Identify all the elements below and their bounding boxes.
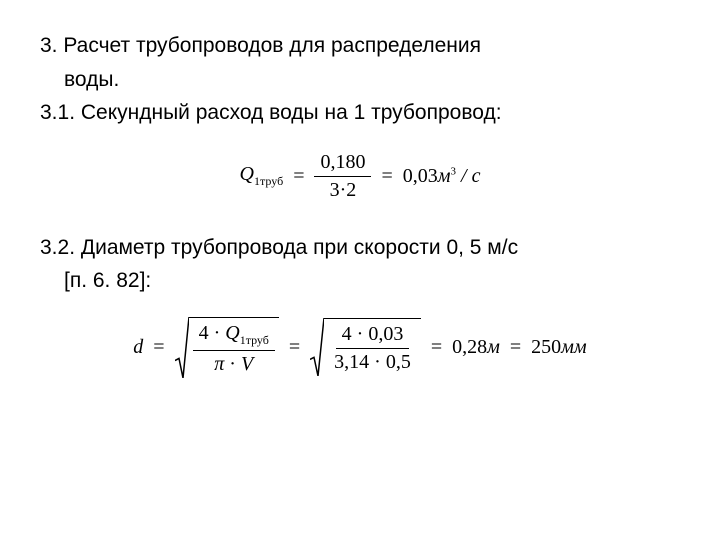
subsection-3-1: 3.1. Секундный расход воды на 1 трубопро…	[40, 97, 680, 129]
formula1-result-unit1: м	[438, 165, 451, 187]
sqrt-icon	[310, 318, 324, 376]
formula2-result1-unit: м	[487, 336, 500, 358]
formula1-var: Q	[240, 163, 254, 185]
formula2-frac1-num-a: 4 ·	[199, 322, 226, 344]
section-heading-line1b: воды.	[40, 64, 680, 96]
formula2-result2-unit: мм	[561, 336, 587, 358]
formula2-result1-val: 0,28	[452, 336, 487, 358]
formula2-sqrt1: 4 · Q1труб π · V	[175, 317, 279, 378]
formula2-frac1-den-dot: ·	[224, 353, 241, 375]
sqrt-icon	[175, 317, 189, 378]
formula2-frac2-num: 4 · 0,03	[336, 321, 410, 349]
formula1-result-unit2: / c	[456, 165, 480, 187]
formula2-frac1-num-sub: 1труб	[240, 333, 269, 347]
formula2-result2-val: 250	[531, 336, 561, 358]
formula2-var: d	[133, 336, 143, 359]
formula-1: Q1труб = 0,180 3·2 = 0,03м3 / c	[40, 149, 680, 204]
subsection-3-2-line1: 3.2. Диаметр трубопровода при скорости 0…	[40, 232, 680, 264]
formula2-frac1-den-pi: π	[214, 353, 224, 375]
section-heading-line1: 3. Расчет трубопроводов для распределени…	[40, 30, 680, 62]
formula1-fraction: 0,180 3·2	[314, 149, 371, 204]
formula-2: d = 4 · Q1труб π · V =	[40, 317, 680, 378]
formula2-frac1-num-q: Q	[225, 322, 239, 344]
subsection-3-2-line2: [п. 6. 82]:	[40, 265, 680, 297]
formula2-sqrt2: 4 · 0,03 3,14 · 0,5	[310, 318, 421, 376]
formula1-subscript: 1труб	[254, 174, 283, 188]
formula2-frac1-den-v: V	[241, 353, 253, 375]
formula2-frac2-den: 3,14 · 0,5	[328, 349, 417, 376]
formula1-numerator: 0,180	[314, 149, 371, 177]
formula1-result-value: 0,03	[403, 165, 438, 187]
formula1-denom-left: 3	[330, 179, 340, 201]
formula1-denom-right: 2	[346, 179, 356, 201]
